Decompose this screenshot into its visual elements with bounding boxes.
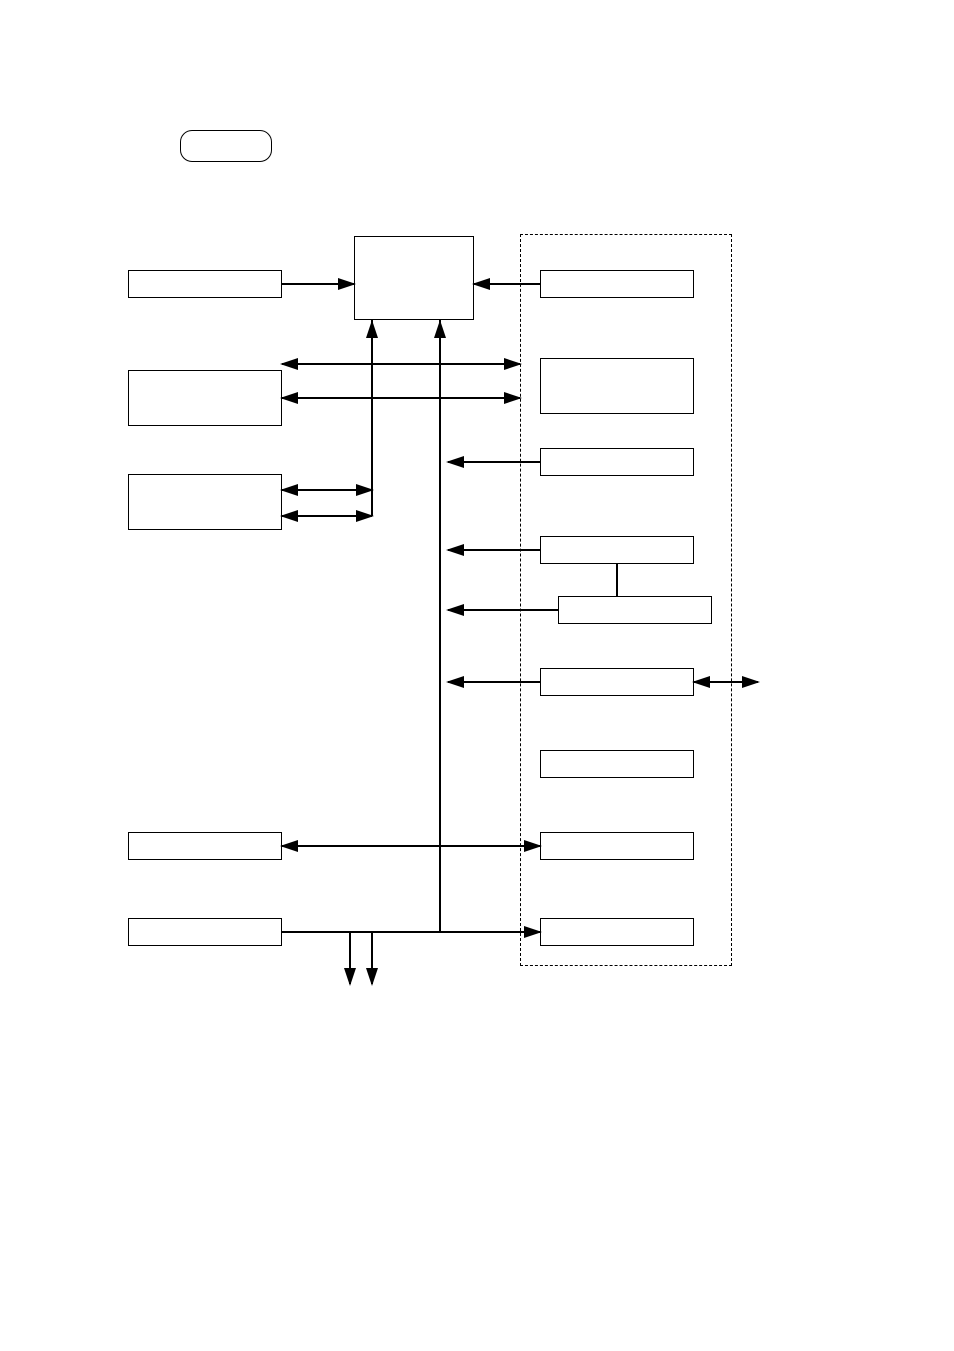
flowchart-diagram <box>0 0 954 1351</box>
rounded-top-node <box>180 130 272 162</box>
left-node-2 <box>128 370 282 426</box>
left-node-5 <box>128 918 282 946</box>
right-node-1 <box>540 270 694 298</box>
right-node-5 <box>558 596 712 624</box>
left-node-1 <box>128 270 282 298</box>
right-node-2 <box>540 358 694 414</box>
right-node-7 <box>540 750 694 778</box>
right-node-8 <box>540 832 694 860</box>
right-node-4 <box>540 536 694 564</box>
right-node-6 <box>540 668 694 696</box>
center-main-node <box>354 236 474 320</box>
left-node-4-x <box>128 832 282 860</box>
right-node-3 <box>540 448 694 476</box>
left-node-3 <box>128 474 282 530</box>
right-node-9 <box>540 918 694 946</box>
arrows-layer <box>0 0 954 1351</box>
